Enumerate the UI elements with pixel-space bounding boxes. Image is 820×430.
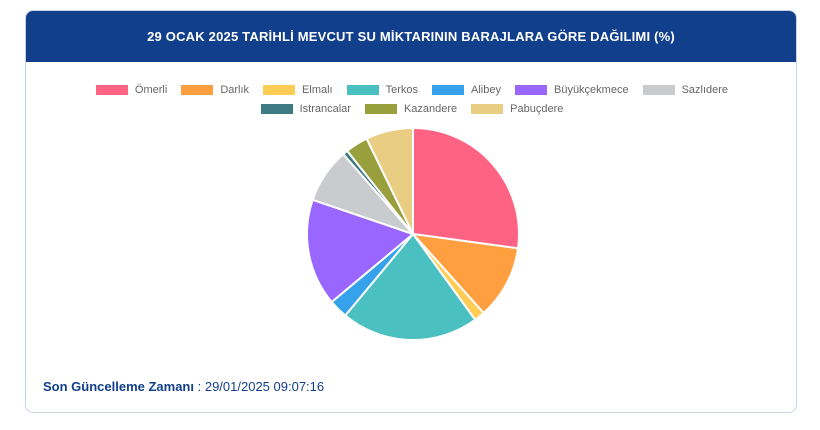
legend-swatch — [181, 85, 214, 95]
last-update-separator: : — [194, 379, 205, 394]
legend-item-darlik[interactable]: Darlık — [181, 84, 249, 96]
chart-title: 29 OCAK 2025 TARİHLİ MEVCUT SU MİKTARINI… — [147, 29, 675, 44]
legend-label: Büyükçekmece — [553, 84, 629, 96]
last-update-label: Son Güncelleme Zamanı — [43, 379, 194, 394]
legend-label: Terkos — [385, 84, 419, 96]
legend-item-elmali[interactable]: Elmalı — [263, 84, 333, 96]
pie-slice-omerli[interactable] — [412, 127, 520, 250]
legend-item-omerli[interactable]: Ömerli — [95, 84, 168, 96]
legend-swatch — [432, 85, 465, 95]
last-update-value: 29/01/2025 09:07:16 — [204, 379, 325, 394]
legend-swatch — [260, 104, 293, 114]
legend-label: Pabuçdere — [510, 103, 564, 115]
legend-label: Ömerli — [134, 84, 168, 96]
legend-item-buyukcekmece[interactable]: Büyükçekmece — [514, 84, 629, 96]
legend-swatch — [642, 85, 675, 95]
legend-swatch — [471, 104, 504, 114]
legend-label: Darlık — [220, 84, 250, 96]
legend-item-terkos[interactable]: Terkos — [346, 84, 419, 96]
legend-label: Alibey — [471, 84, 501, 96]
legend-label: Istrancalar — [299, 103, 351, 115]
pie-chart — [306, 127, 520, 341]
legend-item-pabucdere[interactable]: Pabuçdere — [471, 103, 563, 115]
legend-swatch — [364, 104, 397, 114]
legend-label: Elmalı — [302, 84, 333, 96]
legend-item-sazlidere[interactable]: Sazlıdere — [642, 84, 729, 96]
chart-legend: Ömerli Darlık Elmalı Terkos Alibey Büyükçekme… — [26, 84, 796, 115]
legend-swatch — [346, 85, 379, 95]
legend-item-kazandere[interactable]: Kazandere — [364, 103, 458, 115]
legend-item-alibey[interactable]: Alibey — [432, 84, 501, 96]
legend-item-istrancalar[interactable]: Istrancalar — [260, 103, 351, 115]
pie-slice-darlik[interactable] — [412, 233, 520, 315]
last-update: Son Güncelleme Zamanı : 29/01/2025 09:07… — [43, 379, 324, 394]
legend-swatch — [514, 85, 547, 95]
legend-label: Kazandere — [403, 103, 458, 115]
chart-card: 29 OCAK 2025 TARİHLİ MEVCUT SU MİKTARINI… — [25, 10, 797, 413]
legend-label: Sazlıdere — [681, 84, 729, 96]
card-header: 29 OCAK 2025 TARİHLİ MEVCUT SU MİKTARINI… — [26, 11, 796, 62]
pie-slice-terkos[interactable] — [344, 233, 477, 341]
legend-swatch — [263, 85, 296, 95]
pie-slice-pabucdere[interactable] — [365, 127, 414, 235]
legend-swatch — [95, 85, 128, 95]
